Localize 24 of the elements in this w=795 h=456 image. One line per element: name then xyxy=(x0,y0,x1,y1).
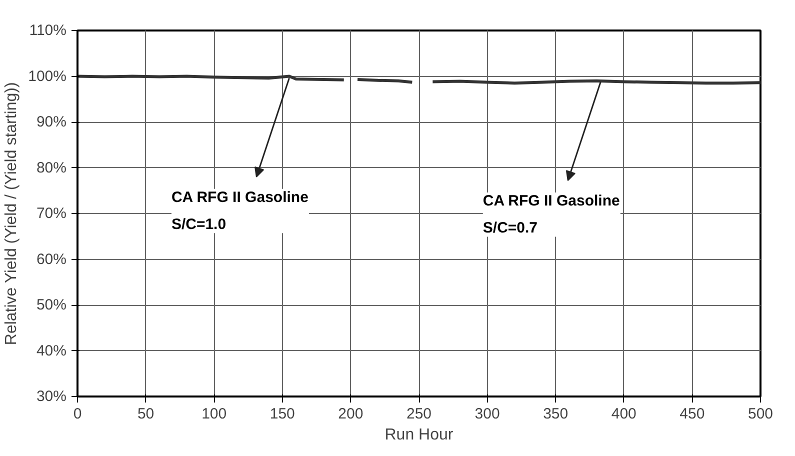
x-tick-label: 200 xyxy=(338,406,364,422)
x-tick-label: 250 xyxy=(406,406,432,422)
x-axis-title: Run Hour xyxy=(384,426,454,444)
x-tick-label: 500 xyxy=(748,406,774,422)
y-tick-label: 100% xyxy=(28,68,67,85)
y-axis-title: Relative Yield (Yield / (Yield starting)) xyxy=(3,82,20,346)
x-tick-label: 450 xyxy=(680,406,705,422)
y-tick-label: 70% xyxy=(36,205,67,222)
x-tick-label: 350 xyxy=(543,406,568,422)
x-tick-label: 150 xyxy=(270,406,295,422)
x-tick-label: 400 xyxy=(611,406,636,422)
annotation: CA RFG II Gasoline S/C=1.0 xyxy=(171,188,308,234)
y-tick-label: 30% xyxy=(36,388,67,405)
annotation: CA RFG II Gasoline S/C=0.7 xyxy=(482,192,620,237)
y-tick-label: 40% xyxy=(36,342,67,360)
x-tick-label: 300 xyxy=(474,406,500,422)
x-tick-label: 100 xyxy=(202,406,227,422)
x-tick-label: 0 xyxy=(73,406,82,422)
y-tick-label: 110% xyxy=(29,22,67,39)
y-tick-label: 80% xyxy=(36,159,67,176)
y-tick-label: 50% xyxy=(36,296,67,314)
y-tick-label: 60% xyxy=(36,250,67,268)
y-tick-label: 90% xyxy=(36,114,67,130)
x-tick-label: 50 xyxy=(137,406,154,422)
